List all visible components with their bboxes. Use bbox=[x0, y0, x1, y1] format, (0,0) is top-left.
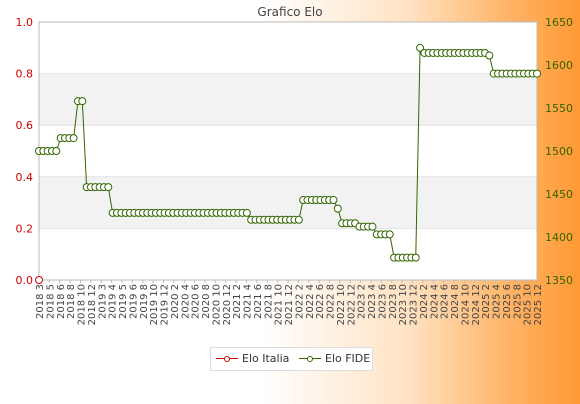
x-tick-label: 2020 12 bbox=[222, 284, 233, 325]
right-tick-label: 1350 bbox=[545, 274, 573, 287]
point-elo-fide bbox=[69, 134, 78, 143]
point-elo-fide bbox=[104, 183, 113, 192]
x-tick-label: 2023 10 bbox=[398, 284, 409, 325]
point-elo-fide bbox=[333, 204, 342, 213]
point-elo-italia bbox=[35, 276, 43, 284]
x-tick-label: 2019 10 bbox=[149, 284, 160, 325]
right-tick-label: 1450 bbox=[545, 188, 573, 201]
right-tick-label: 1650 bbox=[545, 16, 573, 29]
x-tick-label: 2022 6 bbox=[315, 284, 326, 319]
legend-item-elo-italia[interactable]: Elo Italia bbox=[216, 348, 289, 370]
point-elo-fide bbox=[329, 196, 338, 205]
legend-label-elo-italia: Elo Italia bbox=[242, 352, 290, 365]
chart-title: Grafico Elo bbox=[257, 5, 322, 19]
x-tick-label: 2023 4 bbox=[367, 284, 378, 319]
x-tick-label: 2019 5 bbox=[118, 284, 129, 319]
left-tick-label: 1.0 bbox=[16, 16, 34, 29]
x-tick-label: 2019 6 bbox=[128, 284, 139, 319]
x-tick-label: 2020 6 bbox=[191, 284, 202, 319]
x-tick-label: 2024 2 bbox=[419, 284, 430, 319]
x-tick-label: 2024 12 bbox=[471, 284, 482, 325]
x-tick-label: 2018 3 bbox=[35, 284, 46, 319]
legend-label-elo-fide: Elo FIDE bbox=[325, 352, 371, 365]
x-tick-label: 2021 12 bbox=[284, 284, 295, 325]
x-tick-label: 2018 6 bbox=[56, 284, 67, 319]
x-tick-label: 2019 12 bbox=[160, 284, 171, 325]
x-tick-label: 2018 12 bbox=[87, 284, 98, 325]
x-tick-label: 2018 5 bbox=[45, 284, 56, 319]
point-elo-fide bbox=[52, 147, 61, 155]
point-elo-fide bbox=[242, 208, 251, 217]
x-tick-label: 2023 8 bbox=[388, 284, 399, 319]
point-elo-fide bbox=[416, 43, 425, 52]
grid-band bbox=[39, 73, 537, 126]
left-tick-label: 0.4 bbox=[16, 171, 34, 184]
x-tick-label: 2019 3 bbox=[97, 284, 108, 319]
x-tick-label: 2021 2 bbox=[232, 284, 243, 319]
x-tick-label: 2018 10 bbox=[77, 284, 88, 325]
x-tick-label: 2024 4 bbox=[429, 284, 440, 319]
x-tick-label: 2025 12 bbox=[533, 284, 544, 325]
x-tick-label: 2020 4 bbox=[180, 284, 191, 319]
left-tick-label: 0.8 bbox=[16, 68, 34, 81]
x-tick-label: 2021 10 bbox=[274, 284, 285, 325]
left-tick-label: 0.0 bbox=[16, 274, 34, 287]
point-elo-fide bbox=[368, 222, 377, 231]
x-tick-label: 2018 8 bbox=[66, 284, 77, 319]
point-elo-fide bbox=[78, 97, 87, 106]
plot-area bbox=[39, 22, 537, 280]
x-tick-label: 2025 10 bbox=[523, 284, 534, 325]
x-tick-label: 2024 6 bbox=[440, 284, 451, 319]
x-tick-label: 2021 8 bbox=[263, 284, 274, 319]
x-tick-label: 2022 10 bbox=[336, 284, 347, 325]
x-tick-label: 2022 2 bbox=[294, 284, 305, 319]
x-tick-label: 2019 8 bbox=[139, 284, 150, 319]
x-tick-label: 2021 6 bbox=[253, 284, 264, 319]
x-tick-label: 2022 12 bbox=[346, 284, 357, 325]
x-tick-label: 2025 4 bbox=[492, 284, 503, 319]
x-tick-label: 2024 8 bbox=[450, 284, 461, 319]
x-tick-label: 2020 2 bbox=[170, 284, 181, 319]
legend-marker-elo-italia bbox=[224, 356, 230, 362]
x-tick-label: 2023 6 bbox=[377, 284, 388, 319]
x-tick-label: 2020 10 bbox=[211, 284, 222, 325]
left-tick-label: 0.6 bbox=[16, 119, 34, 132]
x-tick-label: 2025 6 bbox=[502, 284, 513, 319]
x-tick-label: 2024 10 bbox=[460, 284, 471, 325]
right-tick-label: 1500 bbox=[545, 145, 573, 158]
x-tick-label: 2023 2 bbox=[357, 284, 368, 319]
right-tick-label: 1400 bbox=[545, 231, 573, 244]
point-elo-fide bbox=[485, 51, 494, 60]
x-tick-label: 2019 4 bbox=[108, 284, 119, 319]
x-tick-label: 2022 8 bbox=[326, 284, 337, 319]
x-tick-label: 2025 2 bbox=[481, 284, 492, 319]
x-tick-label: 2020 8 bbox=[201, 284, 212, 319]
right-tick-label: 1600 bbox=[545, 59, 573, 72]
legend-marker-elo-fide bbox=[307, 356, 313, 362]
left-tick-label: 0.2 bbox=[16, 222, 34, 235]
x-tick-label: 2021 4 bbox=[243, 284, 254, 319]
x-tick-label: 2022 4 bbox=[305, 284, 316, 319]
right-tick-label: 1550 bbox=[545, 102, 573, 115]
legend: Elo Italia Elo FIDE bbox=[210, 347, 373, 371]
point-elo-fide bbox=[411, 253, 420, 262]
point-elo-fide bbox=[294, 215, 303, 224]
legend-item-elo-fide[interactable]: Elo FIDE bbox=[299, 348, 370, 370]
x-tick-label: 2025 8 bbox=[512, 284, 523, 319]
x-tick-label: 2023 12 bbox=[409, 284, 420, 325]
point-elo-fide bbox=[385, 230, 394, 239]
point-elo-fide bbox=[533, 69, 541, 78]
